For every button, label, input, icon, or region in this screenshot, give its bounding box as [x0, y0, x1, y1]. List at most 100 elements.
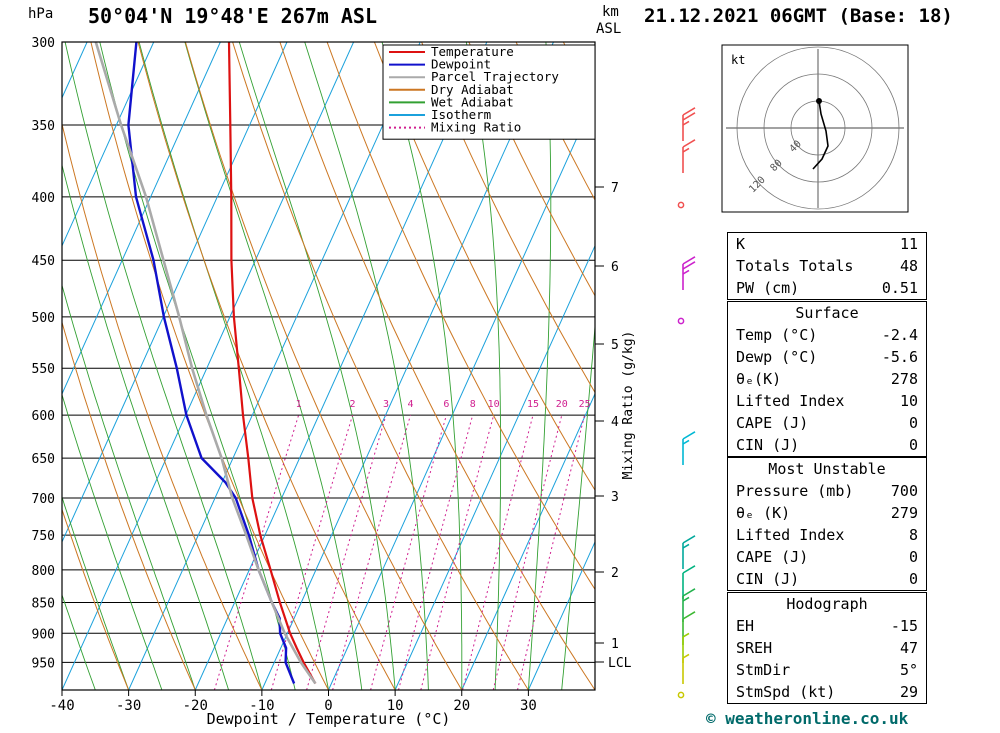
station-title: 50°04'N 19°48'E 267m ASL — [88, 4, 377, 28]
isotherm-line — [62, 42, 155, 248]
km-label: 5 — [611, 338, 619, 353]
dry-adiabat-line — [326, 42, 595, 591]
wind-barb — [682, 588, 696, 622]
km-label: 3 — [611, 490, 619, 505]
stat-label: StmDir — [736, 661, 791, 679]
mixing-ratio-label: 10 — [488, 399, 500, 410]
temp-label: 0 — [324, 698, 332, 714]
wet-adiabat-line — [381, 42, 463, 690]
mixing-ratio-line — [370, 414, 447, 690]
stat-row: PW (cm) 0.51 — [728, 277, 926, 299]
wind-barb — [682, 256, 696, 290]
isotherm-line — [527, 540, 595, 690]
stat-value: 0 — [908, 548, 918, 566]
stat-value: -15 — [890, 617, 918, 635]
stat-row: Lifted Index 10 — [728, 390, 926, 412]
stat-row: CAPE (J) 0 — [728, 546, 926, 568]
parcel-trajectory-curve — [94, 42, 317, 685]
stat-label: PW (cm) — [736, 279, 800, 297]
pressure-label: 500 — [32, 311, 55, 326]
stat-value: 47 — [899, 639, 918, 657]
stat-row: Pressure (mb) 700 — [728, 480, 926, 502]
isotherm-line — [394, 244, 595, 690]
hodograph-table: Hodograph EH -15 SREH 47 StmDir 5° StmSpd (kt) 2… — [727, 592, 927, 704]
stat-row: StmSpd (kt) 29 — [728, 681, 926, 703]
copyright: © weatheronline.co.uk — [706, 709, 909, 728]
wind-barb — [682, 611, 696, 645]
wind-barb — [682, 632, 690, 663]
mixing-ratio-label: 3 — [383, 399, 389, 410]
stats-section-title: Surface — [795, 304, 859, 322]
wet-adiabat-line — [64, 42, 263, 690]
stat-label: CAPE (J) — [736, 548, 809, 566]
dry-adiabat-line — [279, 42, 595, 690]
km-label: 6 — [611, 260, 619, 275]
pressure-label: 700 — [32, 492, 55, 507]
stat-value: 11 — [899, 235, 918, 253]
mixing-ratio-label: 1 — [296, 399, 302, 410]
wind-dot — [677, 201, 685, 209]
stat-value: 10 — [899, 392, 918, 410]
wind-barb — [682, 431, 696, 465]
wet-adiabat-line — [138, 42, 329, 690]
hodograph-ring — [736, 46, 900, 210]
stat-label: Temp (°C) — [736, 326, 818, 344]
legend-label: Dry Adiabat — [431, 82, 514, 97]
stat-row: SREH 47 — [728, 637, 926, 659]
wet-adiabat-line — [561, 321, 595, 690]
temp-label: 10 — [387, 698, 404, 714]
stat-label: Dewp (°C) — [736, 348, 818, 366]
pressure-label: 950 — [32, 656, 55, 671]
legend-label: Wet Adiabat — [431, 94, 514, 109]
pressure-label: 350 — [32, 119, 55, 134]
legend-label: Isotherm — [431, 107, 491, 122]
mixing-ratio-label: 8 — [470, 399, 476, 410]
wet-adiabat-line — [238, 42, 396, 690]
mixing-ratio-axis-title: Mixing Ratio (g/kg) — [621, 331, 636, 480]
stats-section-title: Hodograph — [786, 595, 868, 613]
stat-label: Lifted Index — [736, 526, 845, 544]
dry-adiabat-line — [62, 121, 263, 690]
wet-adiabat-line — [99, 42, 296, 690]
dry-adiabat-line — [137, 42, 396, 690]
mixing-ratio-label: 20 — [556, 399, 568, 410]
stat-row: CIN (J) 0 — [728, 434, 926, 456]
most-unstable-table: Most Unstable Pressure (mb) 700 θₑ (K) 279 Li… — [727, 457, 927, 591]
pressure-label: 650 — [32, 452, 55, 467]
hodograph-unit-label: kt — [731, 53, 745, 67]
temp-label: -10 — [249, 698, 274, 714]
stat-label: CAPE (J) — [736, 414, 809, 432]
pressure-label: 850 — [32, 597, 55, 612]
dry-adiabat-line — [232, 42, 529, 690]
isotherm-line — [0, 42, 20, 690]
hodograph-trace — [812, 100, 829, 170]
isotherm-line — [62, 42, 355, 690]
stat-row: CIN (J) 0 — [728, 568, 926, 590]
x-axis-title: Dewpoint / Temperature (°C) — [207, 710, 451, 728]
wet-adiabat-line — [465, 42, 502, 690]
stat-value: 0 — [908, 436, 918, 454]
surface-table: Surface Temp (°C) -2.4 Dewp (°C) -5.6 θₑ(K) 27… — [727, 301, 927, 457]
pressure-label: 800 — [32, 564, 55, 579]
isotherm-line — [461, 392, 595, 690]
stat-label: EH — [736, 617, 755, 635]
km-label: 4 — [611, 415, 619, 430]
pressure-label: 450 — [32, 254, 55, 269]
hodograph-ring — [763, 73, 873, 183]
hodograph-trace-dot — [816, 98, 822, 104]
legend-label: Temperature — [431, 44, 514, 59]
stat-row: Temp (°C) -2.4 — [728, 324, 926, 346]
stat-label: SREH — [736, 639, 773, 657]
stat-value: -5.6 — [881, 348, 918, 366]
wind-barb — [682, 107, 696, 141]
wet-adiabat-line — [62, 495, 130, 690]
temp-label: -20 — [183, 698, 208, 714]
stat-label: Totals Totals — [736, 257, 854, 275]
mixing-ratio-label: 4 — [407, 399, 413, 410]
isotherm-line — [261, 42, 554, 690]
stat-value: 0 — [908, 570, 918, 588]
mixing-ratio-line — [332, 414, 411, 690]
dry-adiabat-line — [62, 320, 196, 690]
